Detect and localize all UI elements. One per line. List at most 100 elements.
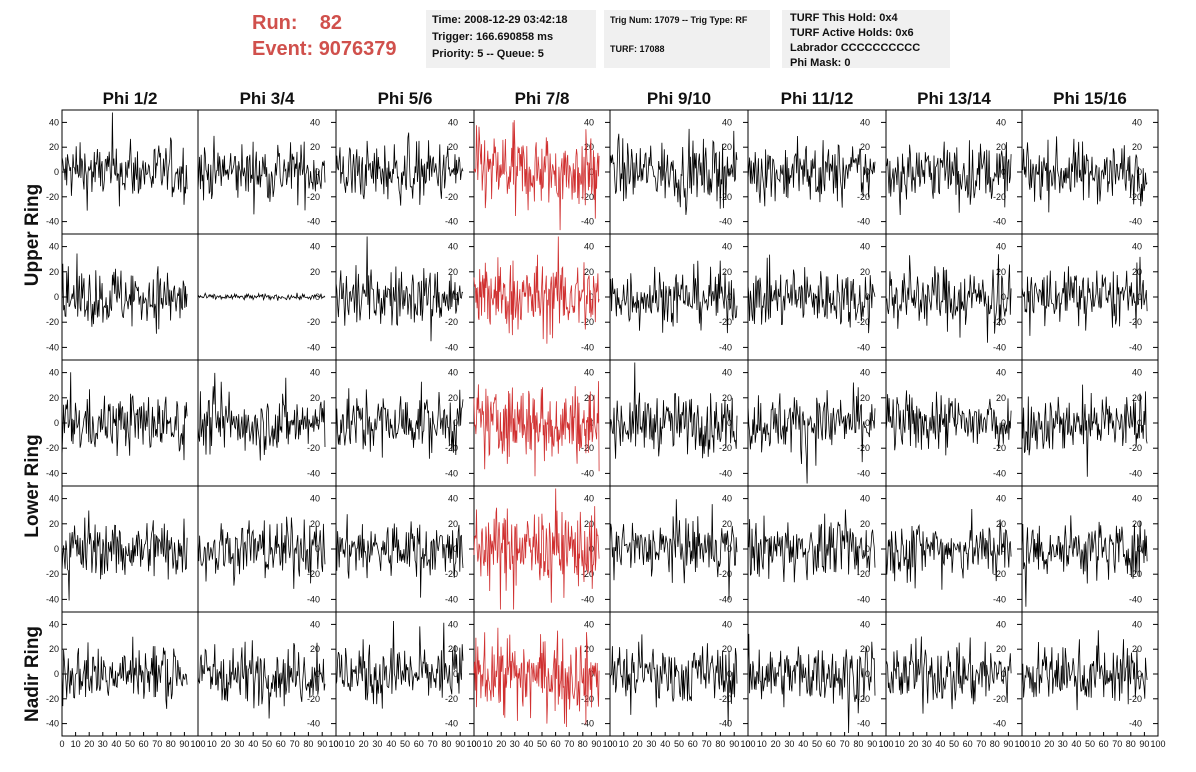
y-tick-label: 40 bbox=[310, 117, 320, 127]
x-tick-label: 100 bbox=[1014, 739, 1029, 749]
x-tick-label: 70 bbox=[152, 739, 162, 749]
y-tick-label: -20 bbox=[46, 694, 59, 704]
y-tick-label: 40 bbox=[310, 619, 320, 629]
y-tick-label: -40 bbox=[46, 594, 59, 604]
y-tick-label: 20 bbox=[49, 267, 59, 277]
y-tick-label: 0 bbox=[315, 292, 320, 302]
waveform-trace bbox=[885, 390, 1012, 456]
phi-column-title: Phi 9/10 bbox=[647, 89, 711, 108]
y-tick-label: 20 bbox=[996, 393, 1006, 403]
y-tick-label: 20 bbox=[310, 644, 320, 654]
y-tick-label: 0 bbox=[727, 418, 732, 428]
x-tick-label: 10 bbox=[207, 739, 217, 749]
waveform-trace bbox=[885, 508, 1012, 590]
y-tick-label: -20 bbox=[46, 192, 59, 202]
y-tick-label: 40 bbox=[584, 368, 594, 378]
y-tick-label: -40 bbox=[993, 594, 1006, 604]
y-tick-label: 0 bbox=[453, 669, 458, 679]
y-tick-label: 20 bbox=[722, 142, 732, 152]
x-tick-label: 20 bbox=[84, 739, 94, 749]
x-tick-label: 90 bbox=[1003, 739, 1013, 749]
y-tick-label: 20 bbox=[722, 644, 732, 654]
y-tick-label: 0 bbox=[54, 292, 59, 302]
y-tick-label: 20 bbox=[448, 519, 458, 529]
x-tick-label: 0 bbox=[745, 739, 750, 749]
y-tick-label: -20 bbox=[857, 443, 870, 453]
x-tick-label: 60 bbox=[139, 739, 149, 749]
waveform-trace bbox=[335, 236, 464, 342]
y-tick-label: -40 bbox=[1129, 468, 1142, 478]
y-tick-label: 40 bbox=[1132, 242, 1142, 252]
x-tick-label: 0 bbox=[883, 739, 888, 749]
y-tick-label: 20 bbox=[49, 393, 59, 403]
x-tick-label: 50 bbox=[400, 739, 410, 749]
y-tick-label: 20 bbox=[49, 644, 59, 654]
y-tick-label: 40 bbox=[860, 619, 870, 629]
y-tick-label: 0 bbox=[315, 544, 320, 554]
y-tick-label: 20 bbox=[860, 267, 870, 277]
y-tick-label: 20 bbox=[996, 644, 1006, 654]
y-tick-label: -40 bbox=[1129, 719, 1142, 729]
y-tick-label: -20 bbox=[445, 317, 458, 327]
y-tick-label: 20 bbox=[310, 393, 320, 403]
x-tick-label: 60 bbox=[1099, 739, 1109, 749]
x-tick-label: 90 bbox=[591, 739, 601, 749]
x-tick-label: 30 bbox=[646, 739, 656, 749]
y-tick-label: -40 bbox=[307, 594, 320, 604]
x-tick-label: 50 bbox=[537, 739, 547, 749]
phi-mask-text: Phi Mask: 0 bbox=[790, 57, 851, 69]
x-tick-label: 100 bbox=[466, 739, 481, 749]
y-tick-label: 20 bbox=[310, 519, 320, 529]
y-tick-label: -40 bbox=[46, 217, 59, 227]
y-tick-label: -20 bbox=[857, 192, 870, 202]
y-tick-label: 20 bbox=[448, 644, 458, 654]
waveform-trace bbox=[609, 634, 738, 727]
y-tick-label: -20 bbox=[1129, 694, 1142, 704]
x-tick-label: 90 bbox=[867, 739, 877, 749]
x-tick-label: 0 bbox=[195, 739, 200, 749]
x-tick-label: 40 bbox=[523, 739, 533, 749]
y-tick-label: -20 bbox=[46, 569, 59, 579]
y-tick-label: 20 bbox=[722, 267, 732, 277]
x-tick-label: 100 bbox=[740, 739, 755, 749]
waveform-trace bbox=[335, 381, 464, 459]
phi-column-title: Phi 1/2 bbox=[103, 89, 158, 108]
phi-column-title: Phi 3/4 bbox=[240, 89, 295, 108]
x-tick-label: 80 bbox=[303, 739, 313, 749]
x-tick-label: 0 bbox=[333, 739, 338, 749]
waveform-trace bbox=[61, 112, 188, 211]
y-tick-label: 40 bbox=[448, 619, 458, 629]
y-tick-label: 40 bbox=[1132, 117, 1142, 127]
x-tick-label: 0 bbox=[471, 739, 476, 749]
y-tick-label: 20 bbox=[584, 267, 594, 277]
y-tick-label: 20 bbox=[722, 393, 732, 403]
y-tick-label: 40 bbox=[448, 368, 458, 378]
y-tick-label: -20 bbox=[581, 443, 594, 453]
y-tick-label: -40 bbox=[1129, 594, 1142, 604]
y-tick-label: 20 bbox=[1132, 142, 1142, 152]
y-tick-label: 20 bbox=[996, 142, 1006, 152]
y-tick-label: 20 bbox=[584, 519, 594, 529]
event-label: Event: bbox=[252, 38, 314, 60]
y-tick-label: -20 bbox=[307, 569, 320, 579]
waveform-trace bbox=[747, 382, 876, 484]
y-tick-label: 20 bbox=[860, 644, 870, 654]
waveform-trace bbox=[747, 135, 876, 208]
run-row: Run: 82 bbox=[252, 10, 397, 36]
y-tick-label: 40 bbox=[860, 117, 870, 127]
y-tick-label: -20 bbox=[719, 317, 732, 327]
x-tick-label: 70 bbox=[1112, 739, 1122, 749]
y-tick-label: 0 bbox=[315, 167, 320, 177]
x-tick-label: 30 bbox=[98, 739, 108, 749]
x-tick-label: 80 bbox=[1126, 739, 1136, 749]
